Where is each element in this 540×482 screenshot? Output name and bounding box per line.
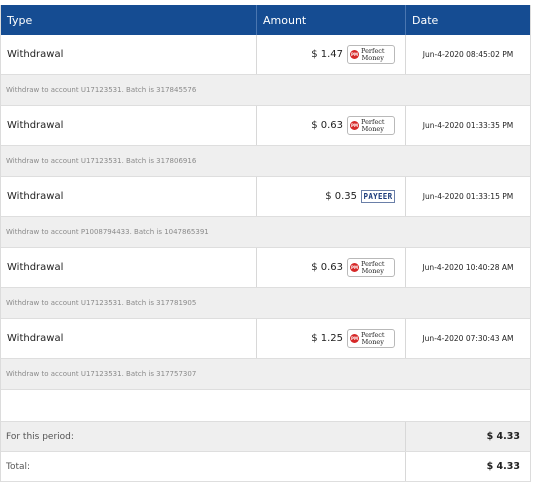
table-row: Withdrawal $ 1.25 PM Perfect Money Jun-4-…: [1, 319, 530, 359]
period-total-row: For this period: $ 4.33: [1, 422, 530, 452]
period-total-value: $ 4.33: [486, 431, 520, 442]
pm-circle-icon: PM: [350, 263, 359, 272]
transaction-amount: $ 0.35: [325, 191, 357, 202]
transactions-table: Type Amount Date Withdrawal $ 1.47 PM Pe…: [0, 5, 531, 482]
transaction-amount-cell: $ 0.35 PAYEER: [257, 177, 406, 216]
grand-total-row: Total: $ 4.33: [1, 452, 530, 482]
transaction-date: Jun-4-2020 10:40:28 AM: [422, 263, 514, 272]
pm-line1: Perfect: [361, 331, 385, 339]
table-row: Withdrawal $ 0.63 PM Perfect Money Jun-4-…: [1, 248, 530, 288]
transaction-amount-cell: $ 0.63 PM Perfect Money: [257, 248, 406, 287]
transaction-amount: $ 1.25: [311, 333, 343, 344]
transaction-amount: $ 0.63: [311, 262, 343, 273]
transaction-type: Withdrawal: [1, 106, 257, 145]
transaction-amount-cell: $ 1.47 PM Perfect Money: [257, 35, 406, 74]
pm-line2: Money: [361, 53, 384, 62]
table-row: Withdrawal $ 0.35 PAYEER Jun-4-2020 01:3…: [1, 177, 530, 217]
transaction-type: Withdrawal: [1, 248, 257, 287]
perfect-money-logo: PM Perfect Money: [347, 116, 395, 135]
transaction-type: Withdrawal: [1, 319, 257, 358]
header-amount[interactable]: Amount: [257, 5, 406, 35]
period-total-label: For this period:: [1, 422, 406, 451]
transaction-type: Withdrawal: [1, 177, 257, 216]
pm-line1: Perfect: [361, 260, 385, 268]
empty-row: [1, 390, 530, 422]
pm-line1: Perfect: [361, 47, 385, 55]
transaction-amount-cell: $ 1.25 PM Perfect Money: [257, 319, 406, 358]
payeer-logo: PAYEER: [361, 190, 395, 203]
header-date[interactable]: Date: [412, 13, 439, 27]
pm-line2: Money: [361, 337, 384, 346]
transaction-detail: Withdraw to account P1008794433. Batch i…: [1, 217, 530, 248]
transaction-detail: Withdraw to account U17123531. Batch is …: [1, 288, 530, 319]
pm-circle-icon: PM: [350, 121, 359, 130]
pm-line2: Money: [361, 124, 384, 133]
transaction-date: Jun-4-2020 07:30:43 AM: [422, 334, 514, 343]
table-row: Withdrawal $ 0.63 PM Perfect Money Jun-4-…: [1, 106, 530, 146]
grand-total-label: Total:: [1, 452, 406, 481]
perfect-money-logo: PM Perfect Money: [347, 329, 395, 348]
table-header: Type Amount Date: [1, 5, 530, 35]
transaction-type: Withdrawal: [1, 35, 257, 74]
pm-circle-icon: PM: [350, 50, 359, 59]
transaction-detail: Withdraw to account U17123531. Batch is …: [1, 146, 530, 177]
perfect-money-logo: PM Perfect Money: [347, 258, 395, 277]
transaction-detail: Withdraw to account U17123531. Batch is …: [1, 359, 530, 390]
perfect-money-logo: PM Perfect Money: [347, 45, 395, 64]
transaction-date: Jun-4-2020 08:45:02 PM: [422, 50, 514, 59]
grand-total-value: $ 4.33: [486, 461, 520, 472]
transaction-amount: $ 1.47: [311, 49, 343, 60]
pm-line2: Money: [361, 266, 384, 275]
transaction-date: Jun-4-2020 01:33:15 PM: [422, 192, 514, 201]
transaction-date: Jun-4-2020 01:33:35 PM: [422, 121, 514, 130]
pm-circle-icon: PM: [350, 334, 359, 343]
transaction-detail: Withdraw to account U17123531. Batch is …: [1, 75, 530, 106]
pm-line1: Perfect: [361, 118, 385, 126]
transaction-amount: $ 0.63: [311, 120, 343, 131]
table-row: Withdrawal $ 1.47 PM Perfect Money Jun-4-…: [1, 35, 530, 75]
header-type[interactable]: Type: [1, 5, 257, 35]
transaction-amount-cell: $ 0.63 PM Perfect Money: [257, 106, 406, 145]
